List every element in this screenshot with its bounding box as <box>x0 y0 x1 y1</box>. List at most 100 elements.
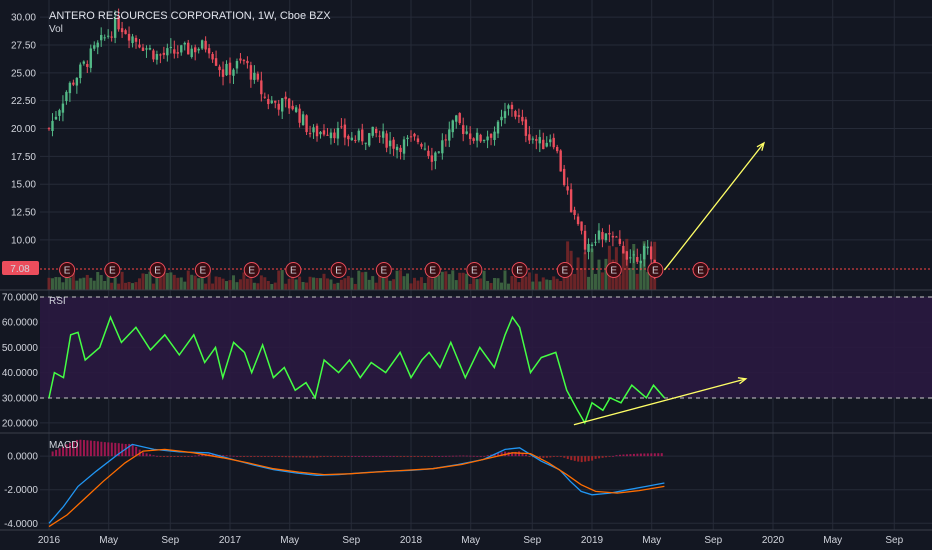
macd-hist-bar <box>135 446 138 457</box>
volume-bar <box>632 244 636 290</box>
volume-bar <box>451 270 455 290</box>
volume-bar <box>204 283 208 290</box>
chart-title: ANTERO RESOURCES CORPORATION, 1W, Cboe B… <box>49 10 331 22</box>
volume-bar <box>385 273 389 290</box>
volume-bar <box>319 278 322 290</box>
macd-hist-bar <box>368 456 371 457</box>
candle-body <box>68 82 72 94</box>
time-axis[interactable]: 2016 May Sep 2017 May Sep 2018 May Sep 2019 May Sep… <box>38 535 904 546</box>
candle-body <box>173 49 176 54</box>
macd-hist-bar <box>222 455 225 457</box>
volume-bar <box>527 272 531 290</box>
volume-bar <box>621 250 625 290</box>
macd-hist-bar <box>194 455 197 457</box>
macd-hist-bar <box>180 456 183 457</box>
macd-hist-bar <box>427 456 430 457</box>
earnings-marker[interactable]: E <box>243 262 260 278</box>
earnings-marker[interactable]: E <box>692 262 709 278</box>
candle-body <box>388 140 392 147</box>
candle-body <box>187 42 190 55</box>
volume-bar <box>517 282 521 290</box>
macd-hist-bar <box>156 455 159 457</box>
macd-hist-bar <box>152 455 155 457</box>
earnings-marker[interactable]: E <box>511 262 528 278</box>
rsi-axis[interactable]: 70.0000 60.0000 50.0000 40.0000 30.0000 20.00… <box>2 293 39 430</box>
candle-body <box>615 236 618 238</box>
volume-bar <box>520 276 524 290</box>
macd-hist-bar <box>232 455 235 457</box>
macd-hist-bar <box>657 453 660 457</box>
candle-body <box>270 100 273 104</box>
volume-bar <box>263 277 267 290</box>
volume-bar <box>277 270 281 290</box>
volume-bar <box>419 277 423 290</box>
candle-body <box>562 168 566 185</box>
price-tick-label: 12.50 <box>11 208 36 219</box>
earnings-marker[interactable]: E <box>375 262 392 278</box>
candle-body <box>103 37 106 39</box>
macd-hist-bar <box>399 456 402 457</box>
earnings-marker[interactable]: E <box>59 262 76 278</box>
price-tick-label: 30.00 <box>11 13 36 24</box>
volume-bar <box>548 280 552 290</box>
earnings-marker[interactable]: E <box>285 262 302 278</box>
volume-bar <box>89 277 93 290</box>
volume-bar <box>266 280 270 290</box>
macd-hist-bar <box>246 456 249 457</box>
volume-bar <box>465 273 469 290</box>
macd-hist-bar <box>622 454 625 457</box>
volume-bar <box>162 270 166 290</box>
candle-body <box>82 61 86 64</box>
volume-bar <box>242 272 246 290</box>
earnings-marker[interactable]: E <box>194 262 211 278</box>
earnings-marker[interactable]: E <box>556 262 573 278</box>
macd-hist-bar <box>639 453 642 457</box>
macd-axis[interactable]: 0.0000 -2.0000 -4.0000 <box>4 452 38 530</box>
volume-bar <box>50 278 54 290</box>
candle-body <box>604 233 608 241</box>
macd-panel <box>48 439 665 528</box>
candle-body <box>510 104 514 110</box>
volume-bar <box>426 276 430 290</box>
volume-bar <box>343 278 347 290</box>
macd-hist-bar <box>417 456 420 457</box>
volume-bar <box>339 279 343 290</box>
earnings-marker[interactable]: E <box>466 262 483 278</box>
candle-body <box>385 133 388 148</box>
macd-hist-bar <box>646 453 649 457</box>
volume-bar <box>433 276 437 290</box>
earnings-marker-circle <box>149 262 166 278</box>
earnings-marker[interactable]: E <box>104 262 121 278</box>
macd-hist-bar <box>538 456 541 458</box>
candle-body <box>329 132 333 139</box>
earnings-marker[interactable]: E <box>647 262 664 278</box>
candle-body <box>368 133 371 146</box>
earnings-marker[interactable]: E <box>149 262 166 278</box>
macd-hist-bar <box>357 456 360 457</box>
macd-hist-bar <box>55 449 58 457</box>
last-price-value: 7.08 <box>10 264 30 275</box>
volume-bar <box>580 268 584 290</box>
volume-bar <box>552 276 556 290</box>
macd-hist-bar <box>605 456 608 458</box>
earnings-marker[interactable]: E <box>330 262 347 278</box>
volume-bar <box>312 277 316 290</box>
price-axis[interactable]: 30.00 27.50 25.00 22.50 20.00 17.50 15.00 12.50… <box>11 13 36 247</box>
trend-arrow-head <box>756 141 765 151</box>
candle-body <box>545 142 548 147</box>
time-tick-label: 2020 <box>762 535 785 546</box>
candle-body <box>267 98 270 105</box>
earnings-marker[interactable]: E <box>605 262 622 278</box>
candle-body <box>566 186 569 191</box>
volume-bar <box>186 270 190 290</box>
macd-hist-bar <box>420 456 423 457</box>
earnings-marker[interactable]: E <box>424 262 441 278</box>
last-price-badge <box>2 261 39 275</box>
macd-hist-bar <box>145 453 148 457</box>
candle-body <box>552 137 555 148</box>
volume-bar <box>593 273 597 290</box>
macd-hist-bar <box>486 455 489 457</box>
macd-hist-bar <box>469 455 472 457</box>
